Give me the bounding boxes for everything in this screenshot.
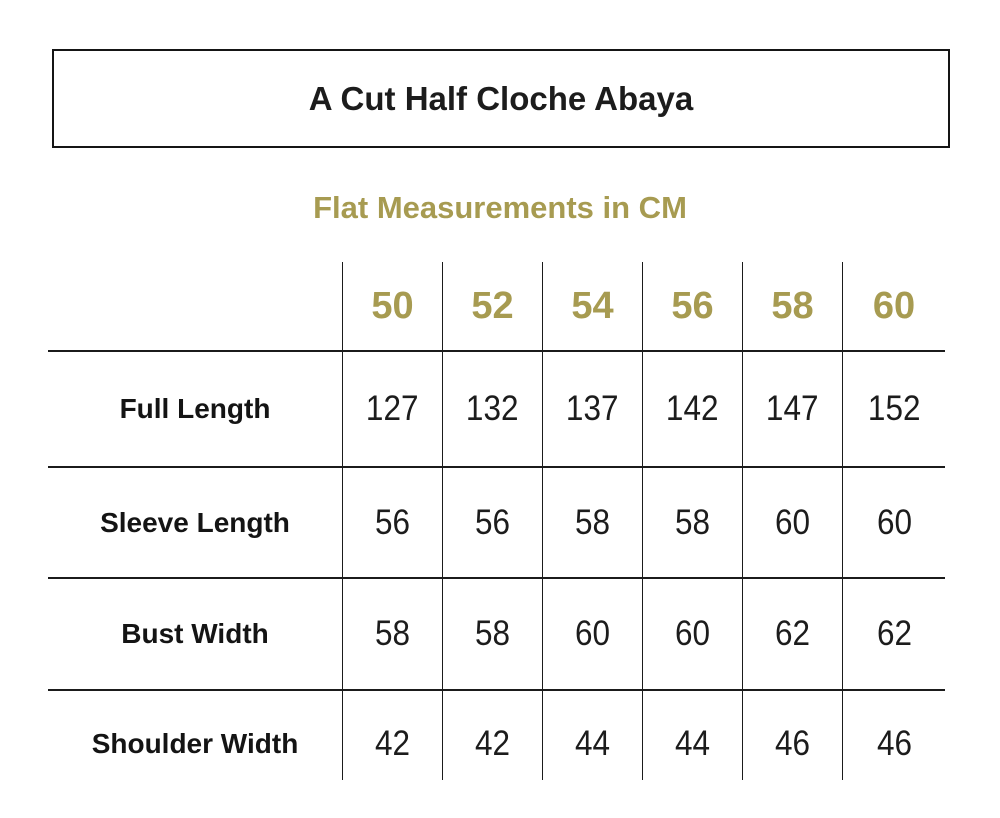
row-label-sleeve-length: Sleeve Length — [48, 466, 343, 577]
row-label-bust-width: Bust Width — [48, 577, 343, 689]
measurement-value: 60 — [876, 502, 912, 542]
measurement-value: 60 — [574, 614, 611, 653]
measurement-value: 42 — [374, 723, 411, 763]
full-length-size-60: 152 — [843, 350, 945, 466]
full-length-size-52: 132 — [443, 350, 543, 466]
size-chart-table: 50 52 54 56 58 60 Full Length 127 132 13… — [48, 262, 945, 780]
sleeve-length-size-52: 56 — [443, 466, 543, 577]
row-label-full-length: Full Length — [48, 350, 343, 466]
row-label-shoulder-width: Shoulder Width — [48, 689, 343, 780]
measurement-value: 62 — [774, 614, 811, 653]
measurement-value: 132 — [466, 389, 519, 428]
shoulder-width-size-54: 44 — [543, 689, 643, 780]
measurement-value: 56 — [374, 502, 411, 542]
measurement-value: 152 — [867, 389, 921, 428]
measurement-value: 46 — [876, 723, 912, 763]
measurement-value: 46 — [774, 723, 811, 763]
measurement-value: 44 — [574, 723, 611, 763]
sleeve-length-size-54: 58 — [543, 466, 643, 577]
bust-width-size-58: 62 — [743, 577, 843, 689]
size-header-50: 50 — [343, 262, 443, 350]
measurement-value: 56 — [474, 502, 511, 542]
table-corner-cell — [48, 262, 343, 350]
bust-width-size-56: 60 — [643, 577, 743, 689]
shoulder-width-size-52: 42 — [443, 689, 543, 780]
full-length-size-50: 127 — [343, 350, 443, 466]
size-header-58: 58 — [743, 262, 843, 350]
measurement-value: 62 — [876, 614, 912, 653]
measurement-value: 147 — [766, 389, 819, 428]
measurement-value: 60 — [674, 614, 711, 653]
measurement-value: 58 — [574, 502, 611, 542]
measurement-value: 44 — [674, 723, 711, 763]
measurement-value: 142 — [666, 389, 719, 428]
bust-width-size-60: 62 — [843, 577, 945, 689]
sleeve-length-size-56: 58 — [643, 466, 743, 577]
shoulder-width-size-60: 46 — [843, 689, 945, 780]
row-label-text: Shoulder Width — [91, 727, 299, 759]
sleeve-length-size-58: 60 — [743, 466, 843, 577]
sleeve-length-size-60: 60 — [843, 466, 945, 577]
size-header-52: 52 — [443, 262, 543, 350]
measurement-value: 137 — [566, 389, 619, 428]
size-header-60: 60 — [872, 284, 916, 327]
measurement-value: 60 — [774, 502, 811, 542]
measurement-value: 58 — [374, 614, 411, 653]
size-header-54: 54 — [543, 262, 643, 350]
full-length-size-56: 142 — [643, 350, 743, 466]
measurement-value: 58 — [474, 614, 511, 653]
measurement-value: 58 — [674, 502, 711, 542]
measurement-value: 42 — [474, 723, 511, 763]
sleeve-length-size-50: 56 — [343, 466, 443, 577]
page-title: A Cut Half Cloche Abaya — [308, 79, 694, 117]
bust-width-size-52: 58 — [443, 577, 543, 689]
title-box: A Cut Half Cloche Abaya — [52, 49, 950, 148]
measurements-subtitle: Flat Measurements in CM — [313, 190, 687, 225]
bust-width-size-54: 60 — [543, 577, 643, 689]
shoulder-width-size-56: 44 — [643, 689, 743, 780]
bust-width-size-50: 58 — [343, 577, 443, 689]
full-length-size-58: 147 — [743, 350, 843, 466]
size-header-56: 56 — [643, 262, 743, 350]
measurement-value: 127 — [366, 389, 419, 428]
shoulder-width-size-50: 42 — [343, 689, 443, 780]
shoulder-width-size-58: 46 — [743, 689, 843, 780]
full-length-size-54: 137 — [543, 350, 643, 466]
